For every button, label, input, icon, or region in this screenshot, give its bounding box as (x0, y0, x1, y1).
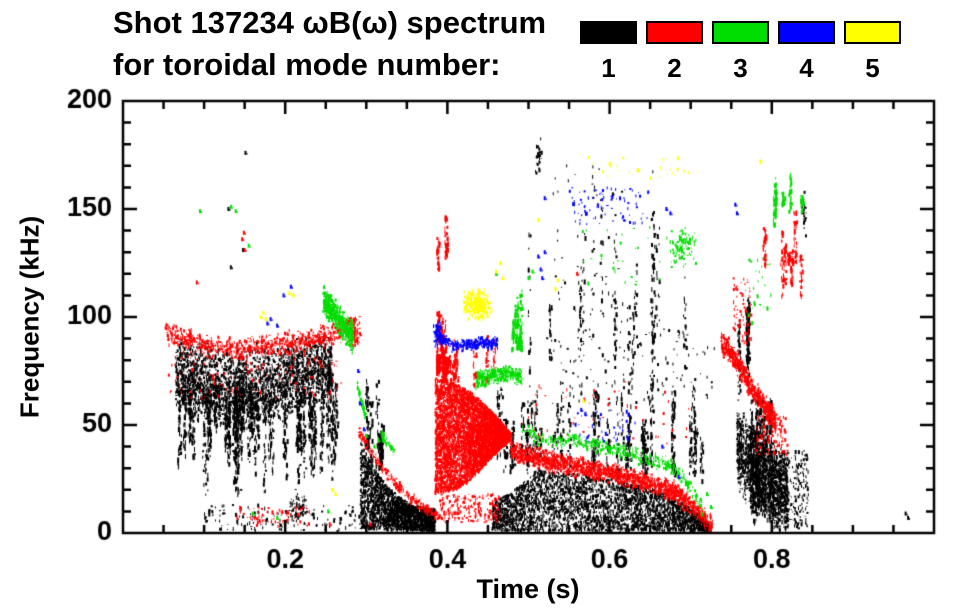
legend-swatch-mode-2 (646, 21, 703, 44)
plot-title: Shot 137234 ωB(ω) spectrum (113, 5, 547, 40)
y-axis-label: Frequency (kHz) (14, 215, 45, 419)
legend-mode-number-3: 3 (733, 53, 748, 83)
plot-subtitle: for toroidal mode number: (113, 47, 501, 82)
legend-mode-number-1: 1 (601, 53, 616, 83)
legend-mode-numbers: 1 2 3 4 5 (580, 53, 901, 84)
legend-swatch-mode-4 (778, 21, 835, 44)
legend-mode-number-5: 5 (865, 53, 880, 83)
legend-mode-number-4: 4 (799, 53, 814, 83)
legend (580, 21, 901, 44)
legend-swatch-mode-5 (844, 21, 901, 44)
legend-swatch-mode-3 (712, 21, 769, 44)
legend-mode-number-2: 2 (667, 53, 682, 83)
x-axis-label: Time (s) (476, 574, 580, 604)
legend-swatch-mode-1 (580, 21, 637, 44)
